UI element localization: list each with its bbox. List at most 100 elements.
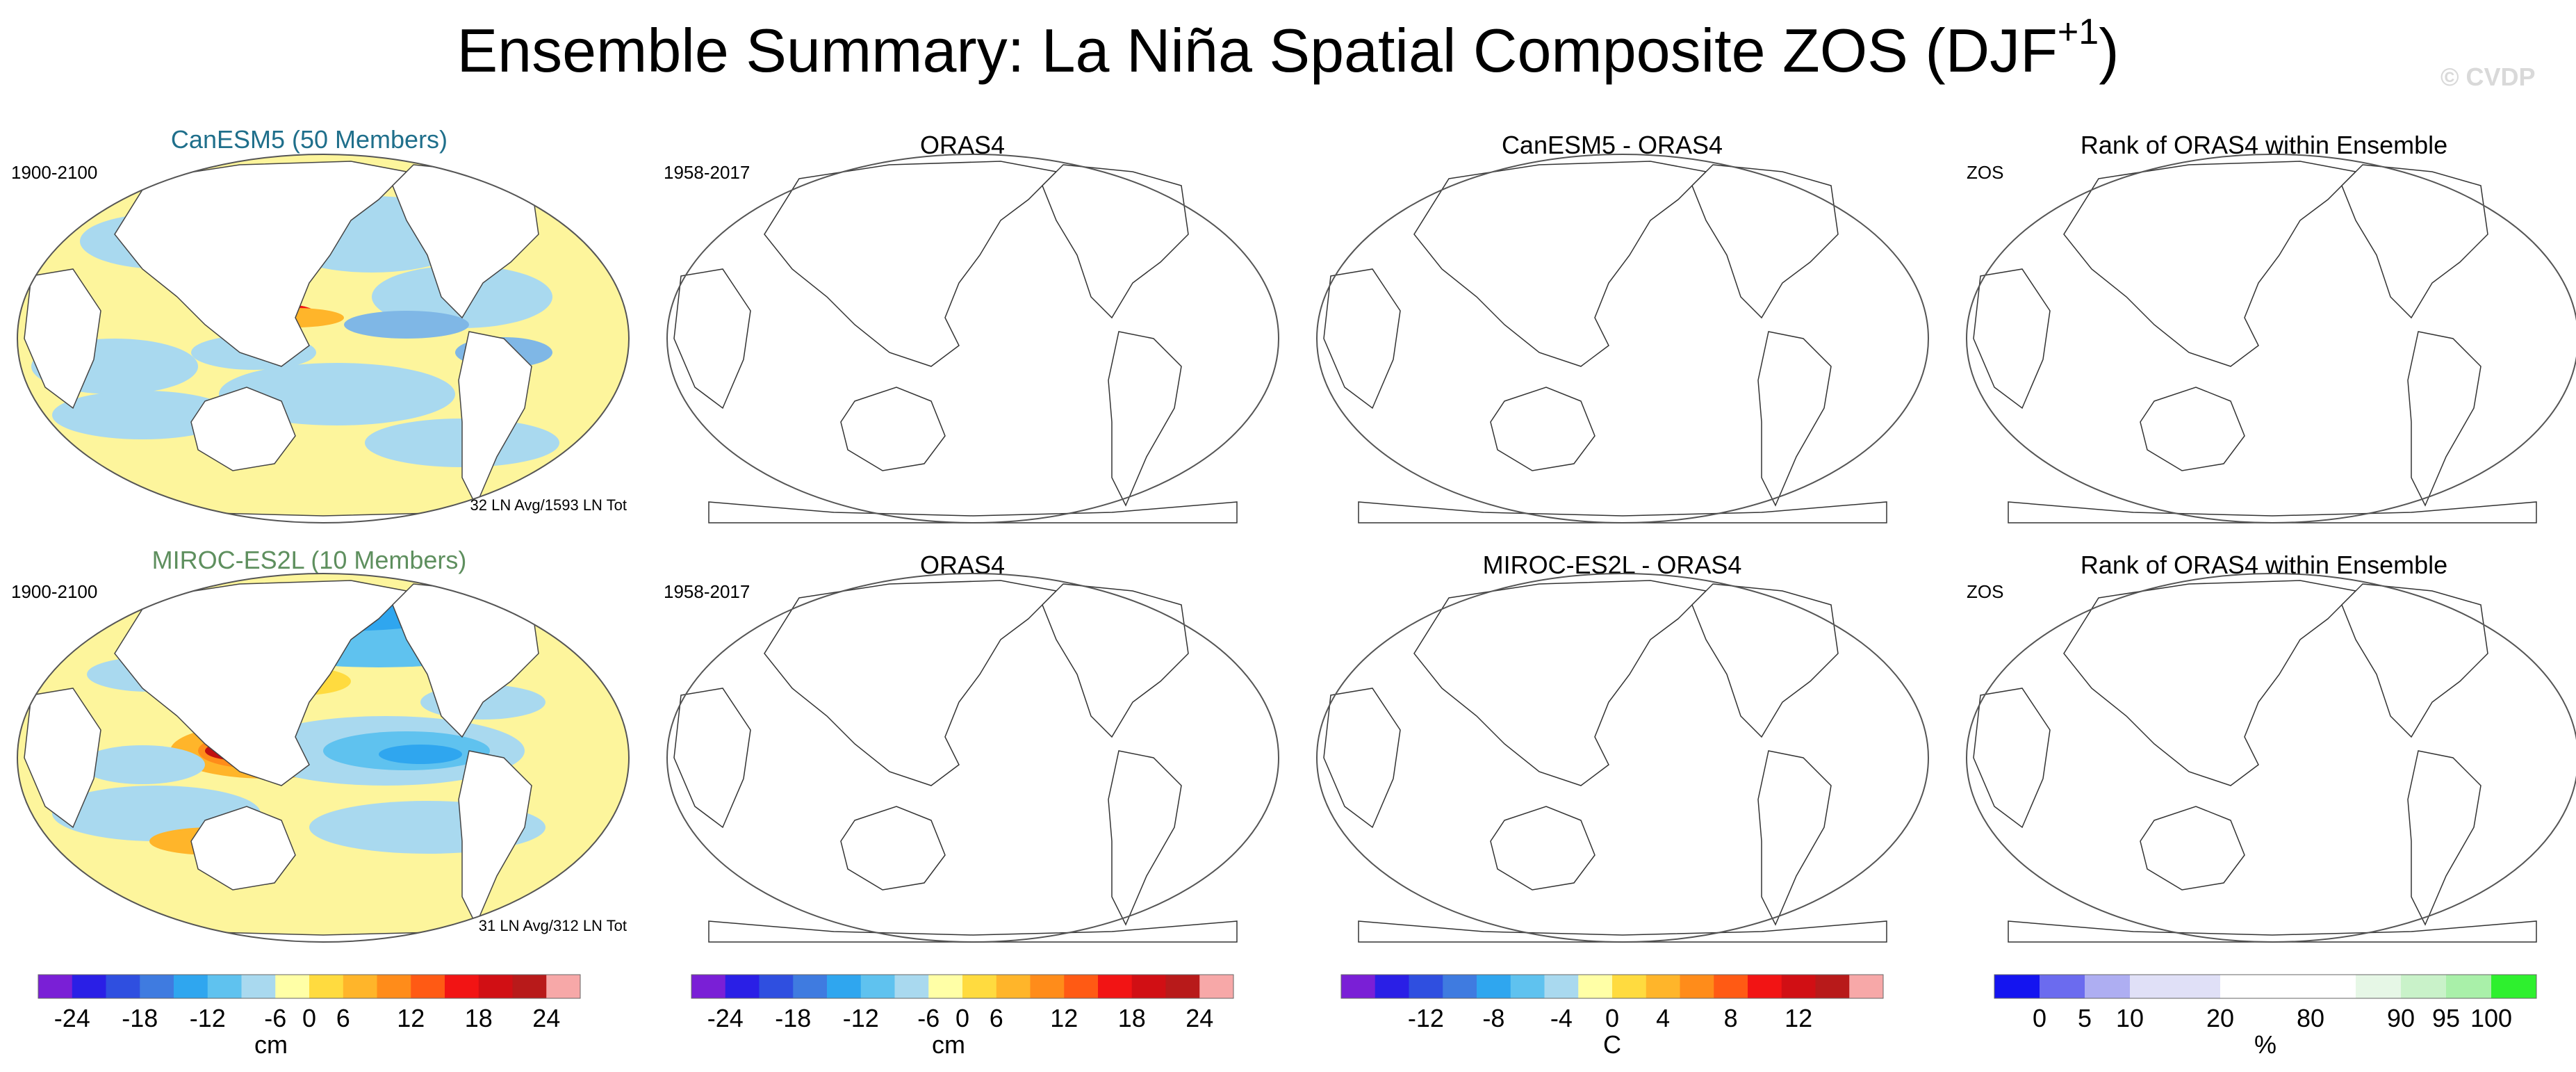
colorbar-tick-label: -4: [1550, 1004, 1573, 1032]
colorbar-swatch: [2220, 975, 2266, 998]
colorbar-swatch: [827, 975, 862, 998]
colorbar-unit: cm: [932, 1030, 965, 1059]
land-outline: [1973, 161, 2537, 523]
figure-title-text: Ensemble Summary: La Niña Spatial Compos…: [457, 16, 2058, 85]
panel-title-model-1: CanESM5 (50 Members): [170, 125, 448, 154]
period-label-obs-1: 1958-2017: [664, 162, 750, 183]
period-label-model-1: 1900-2100: [11, 162, 98, 183]
map-fill-2: [17, 574, 629, 942]
colorbar-tick-label: 0: [302, 1004, 317, 1032]
map-panel-rank-2: [1966, 573, 2576, 943]
colorbar-rank: [1994, 974, 2537, 999]
colorbar-swatch: [894, 975, 929, 998]
colorbar-swatch: [106, 975, 140, 998]
land-outline: [1973, 580, 2537, 943]
map-boundary: [666, 573, 1279, 943]
colorbar-tick-label: -12: [1407, 1004, 1444, 1032]
colorbar-tick-label: 0: [1605, 1004, 1620, 1032]
colorbar-swatch: [860, 975, 895, 998]
colorbar-swatch: [1064, 975, 1099, 998]
colorbar-swatch: [512, 975, 547, 998]
colorbar-swatch: [478, 975, 513, 998]
panel-title-model-2: MIROC-ES2L (10 Members): [151, 546, 467, 574]
colorbar-swatch: [1646, 975, 1680, 998]
var-label-rank-1: ZOS: [1967, 162, 2004, 183]
map-panel-model-1: [17, 154, 630, 523]
map-panel-diff-2: [1316, 573, 1929, 943]
map-panel-diff-1: [1316, 154, 1929, 523]
colorbar-swatch: [38, 975, 73, 998]
colorbar-tick-label: -6: [917, 1004, 940, 1032]
count-label-model-1: 32 LN Avg/1593 LN Tot: [470, 496, 627, 514]
colorbar-swatch: [725, 975, 760, 998]
colorbar-tick-label: 0: [2032, 1004, 2047, 1032]
colorbar-model: [38, 974, 581, 999]
colorbar-unit: %: [2254, 1030, 2276, 1059]
colorbar-tick-label: 24: [1186, 1004, 1214, 1032]
colorbar-unit: C: [1603, 1030, 1621, 1059]
map-panel-obs-1: [666, 154, 1279, 523]
colorbar-swatch: [1544, 975, 1579, 998]
map-boundary: [17, 154, 630, 523]
var-label-rank-2: ZOS: [1967, 581, 2004, 602]
colorbar-swatch: [996, 975, 1031, 998]
colorbar-swatch: [1098, 975, 1133, 998]
colorbar-swatch: [2491, 975, 2537, 998]
map-boundary: [1966, 154, 2576, 523]
figure-title-close: ): [2099, 16, 2119, 85]
colorbar-swatch: [1131, 975, 1166, 998]
colorbar-tick-label: 10: [2115, 1004, 2144, 1032]
colorbar-swatch: [1443, 975, 1477, 998]
land-outline: [673, 161, 1238, 523]
colorbar-swatch: [2085, 975, 2131, 998]
colorbar-swatch: [2175, 975, 2221, 998]
colorbar-tick-label: 90: [2386, 1004, 2415, 1032]
colorbar-swatch: [1815, 975, 1850, 998]
colorbar-swatch: [691, 975, 726, 998]
colorbar-swatch: [343, 975, 377, 998]
colorbar-tick-label: -8: [1482, 1004, 1505, 1032]
colorbar-swatch: [546, 975, 581, 998]
colorbar-border: [38, 974, 581, 999]
colorbar-swatch: [759, 975, 794, 998]
figure-title: Ensemble Summary: La Niña Spatial Compos…: [0, 12, 2576, 86]
colorbar-tick-label: 12: [1050, 1004, 1078, 1032]
map-panel-rank-1: [1966, 154, 2576, 523]
colorbar-swatch: [1341, 975, 1376, 998]
colorbar-tick-label: 80: [2296, 1004, 2325, 1032]
colorbar-swatch: [309, 975, 344, 998]
colorbar-border: [1994, 974, 2537, 999]
colorbar-swatch: [1199, 975, 1234, 998]
colorbar-tick-label: 12: [1785, 1004, 1813, 1032]
anomaly-region-6: [379, 745, 462, 764]
colorbar-swatch: [1578, 975, 1613, 998]
land-outline: [1323, 580, 1887, 943]
colorbar-tick-label: -24: [54, 1004, 90, 1032]
colorbar-swatch: [1477, 975, 1511, 998]
colorbar-swatch: [1748, 975, 1782, 998]
colorbar-swatch: [793, 975, 828, 998]
colorbar-swatch: [2446, 975, 2492, 998]
anomaly-region-12: [80, 745, 205, 784]
colorbar-swatch: [1680, 975, 1714, 998]
land-outline: [1323, 161, 1887, 523]
colorbar-border: [1340, 974, 1884, 999]
colorbar-border: [691, 974, 1234, 999]
colorbar-tick-label: 18: [464, 1004, 493, 1032]
count-label-model-2: 31 LN Avg/312 LN Tot: [478, 917, 627, 934]
colorbar-swatch: [962, 975, 997, 998]
panel-title-diff-2: MIROC-ES2L - ORAS4: [1482, 551, 1742, 579]
map-boundary: [1966, 573, 2576, 943]
colorbar-tick-label: -18: [122, 1004, 158, 1032]
colorbar-swatch: [2311, 975, 2356, 998]
colorbar-swatch: [1781, 975, 1816, 998]
period-label-model-2: 1900-2100: [11, 581, 98, 602]
colorbar-swatch: [72, 975, 106, 998]
colorbar-swatch: [207, 975, 242, 998]
colorbar-swatch: [1994, 975, 2040, 998]
land-outline: [673, 580, 1238, 943]
colorbar-tick-label: 24: [532, 1004, 561, 1032]
colorbar-swatch: [1714, 975, 1748, 998]
